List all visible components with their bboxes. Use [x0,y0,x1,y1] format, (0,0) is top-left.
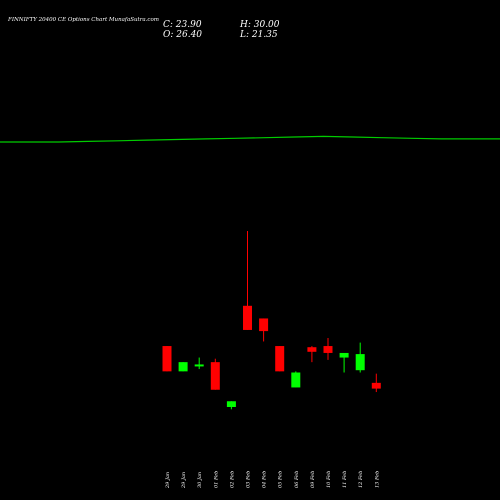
candle-body [355,354,365,371]
candle-body [243,305,252,330]
candle [339,352,349,373]
candle-body [226,401,236,407]
open-label: O: 26.40 [163,30,202,40]
candle [243,231,252,330]
x-tick-label: 05 Feb [278,471,284,488]
candle [259,318,269,342]
x-tick-label: 29 Jan [165,472,171,489]
high-label: H: 30.00 [239,20,280,30]
candle-body [291,372,301,388]
candle [178,362,188,372]
low-label: L: 21.35 [239,30,278,40]
x-tick-label: 12 Feb [358,471,364,488]
candle [323,338,333,360]
candle [307,346,317,363]
candle-body [323,346,333,353]
candle [226,401,236,410]
candle-body [178,362,188,372]
candle [275,346,285,372]
x-tick-label: 02 Feb [229,471,235,488]
moving-average-layer [0,135,500,143]
x-tick-label: 13 Feb [374,471,380,488]
close-label: C: 23.90 [163,20,202,30]
candle-body [307,347,317,352]
candles-layer [162,231,381,410]
candle-body [210,362,220,390]
candle-body [275,346,285,372]
x-tick-label: 30 Jan [197,472,203,488]
x-tick-label: 29 Jan [181,472,187,489]
candle [210,358,220,390]
x-tick-label: 09 Feb [310,471,316,488]
candle-body [194,364,204,367]
trend-line [0,135,500,143]
x-tick-label: 01 Feb [213,471,219,488]
candle-body [259,318,269,332]
x-tick-label: 06 Feb [294,471,300,488]
candle [291,371,301,388]
chart-title: FINNIFTY 20400 CE Options Chart MunafaSu… [7,17,159,23]
candle [162,346,172,372]
candle [355,342,365,373]
x-tick-label: 04 Feb [262,471,268,488]
candle-body [371,382,381,389]
candle [194,357,204,370]
x-tick-label: 03 Feb [246,471,252,488]
candle-body [339,352,349,358]
x-tick-label: 10 Feb [326,471,332,488]
candle-body [162,346,172,372]
x-tick-label: 11 Feb [342,471,348,488]
candle [371,373,381,393]
x-axis-ticks: 29 Jan 29 Jan 30 Jan 01 Feb 02 Feb 03 Feb 04 F… [165,471,380,489]
